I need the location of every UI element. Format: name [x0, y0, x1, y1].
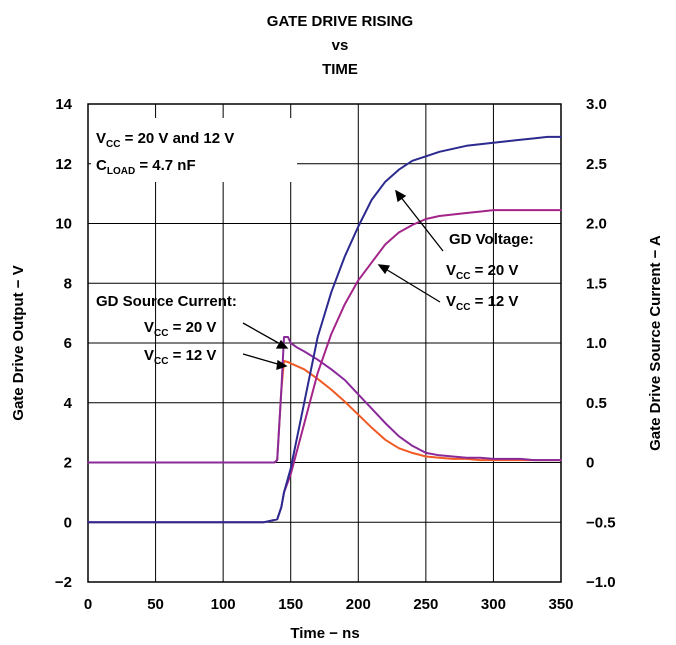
arrow-gd-voltage-20v — [399, 195, 444, 252]
x-tick-label: 300 — [481, 596, 506, 613]
gd-voltage-12v-rest: = 12 V — [470, 293, 518, 310]
conditions-vcc: VCC = 20 V and 12 V — [96, 130, 234, 150]
x-tick-label: 200 — [346, 596, 371, 613]
x-tick-label: 100 — [211, 596, 236, 613]
y2-tick-label: 2.0 — [586, 216, 607, 233]
gd-voltage-12v-v: V — [446, 293, 456, 310]
trace-voltage-20v — [87, 135, 562, 524]
gd-voltage-20v-v: V — [446, 262, 456, 279]
y2-tick-label: 2.5 — [586, 156, 607, 173]
arrowhead-gd-voltage-20v — [395, 189, 407, 203]
x-axis-label: Time − ns — [290, 625, 359, 642]
x-tick-label: 350 — [548, 596, 573, 613]
gd-current-20v-v: V — [144, 319, 154, 336]
y2-tick-label: −1.0 — [586, 574, 616, 591]
cload-sub: LOAD — [107, 166, 135, 177]
gd-current-title: GD Source Current: — [96, 293, 237, 310]
x-tick-label: 0 — [84, 596, 92, 613]
y2-tick-label: 1.5 — [586, 275, 607, 292]
conditions-cload: CLOAD = 4.7 nF — [96, 157, 196, 177]
gd-voltage-20v-sub: CC — [456, 271, 470, 282]
y-axis-label: Gate Drive Output − V — [10, 265, 27, 420]
y2-axis-label: Gate Drive Source Current − A — [647, 235, 664, 451]
cload-rest: = 4.7 nF — [135, 157, 195, 174]
gd-voltage-20v-rest: = 20 V — [470, 262, 518, 279]
gd-current-20v-rest: = 20 V — [168, 319, 216, 336]
vcc-v: V — [96, 130, 106, 147]
x-tick-label: 150 — [278, 596, 303, 613]
vcc-rest: = 20 V and 12 V — [120, 130, 234, 147]
y-tick-label: 10 — [55, 216, 72, 233]
chart-title-line-3: TIME — [322, 61, 358, 78]
arrowhead-gd-voltage-12v — [377, 264, 391, 275]
x-tick-labels: 0 50 100 150 200 250 300 350 — [84, 596, 574, 613]
gd-current-12v: VCC = 12 V — [144, 347, 216, 367]
gd-voltage-annotation: GD Voltage: VCC = 20 V VCC = 12 V — [446, 231, 534, 313]
y-tick-label: 2 — [64, 455, 72, 472]
x-tick-label: 50 — [147, 596, 164, 613]
y2-tick-label: 0.5 — [586, 395, 607, 412]
y2-tick-labels: −1.0 −0.5 0 0.5 1.0 1.5 2.0 2.5 3.0 — [586, 96, 616, 591]
y-tick-labels: −2 0 2 4 6 8 10 12 14 — [55, 96, 73, 591]
y-tick-label: 14 — [55, 96, 72, 113]
y-tick-label: −2 — [55, 574, 72, 591]
y2-tick-label: 1.0 — [586, 335, 607, 352]
vcc-sub: CC — [106, 139, 120, 150]
cload-c: C — [96, 157, 107, 174]
trace-current-20v — [87, 336, 562, 464]
gd-voltage-12v-sub: CC — [456, 302, 470, 313]
arrow-gd-current-20v — [242, 322, 283, 346]
y-tick-label: 12 — [55, 156, 72, 173]
chart-title-line-1: GATE DRIVE RISING — [267, 13, 413, 30]
trace-current-12v — [87, 359, 562, 464]
gd-current-20v: VCC = 20 V — [144, 319, 216, 339]
y2-tick-label: 3.0 — [586, 96, 607, 113]
gd-current-20v-sub: CC — [154, 328, 168, 339]
y-tick-label: 8 — [64, 275, 72, 292]
grid — [88, 104, 561, 582]
conditions-background — [91, 118, 297, 182]
arrowhead-gd-current-12v — [276, 359, 288, 370]
annotation-arrows — [242, 189, 444, 370]
y-tick-label: 0 — [64, 514, 72, 531]
y-tick-label: 4 — [64, 395, 73, 412]
arrowhead-gd-current-20v — [275, 339, 289, 349]
gd-current-12v-v: V — [144, 347, 154, 364]
gd-current-12v-sub: CC — [154, 356, 168, 367]
arrow-gd-voltage-12v — [383, 267, 441, 303]
gd-voltage-title: GD Voltage: — [449, 231, 534, 248]
x-tick-label: 250 — [413, 596, 438, 613]
arrow-gd-current-12v — [242, 353, 282, 366]
gd-voltage-12v: VCC = 12 V — [446, 293, 518, 313]
y2-tick-label: −0.5 — [586, 514, 616, 531]
plot-frame — [87, 103, 562, 583]
y-tick-label: 6 — [64, 335, 72, 352]
y2-tick-label: 0 — [586, 455, 594, 472]
gd-voltage-20v: VCC = 20 V — [446, 262, 518, 282]
gd-current-12v-rest: = 12 V — [168, 347, 216, 364]
chart-title-line-2: vs — [332, 37, 349, 54]
conditions-annotation: VCC = 20 V and 12 V CLOAD = 4.7 nF — [91, 118, 297, 182]
gd-current-annotation: GD Source Current: VCC = 20 V VCC = 12 V — [96, 293, 237, 367]
data-traces — [87, 135, 562, 524]
